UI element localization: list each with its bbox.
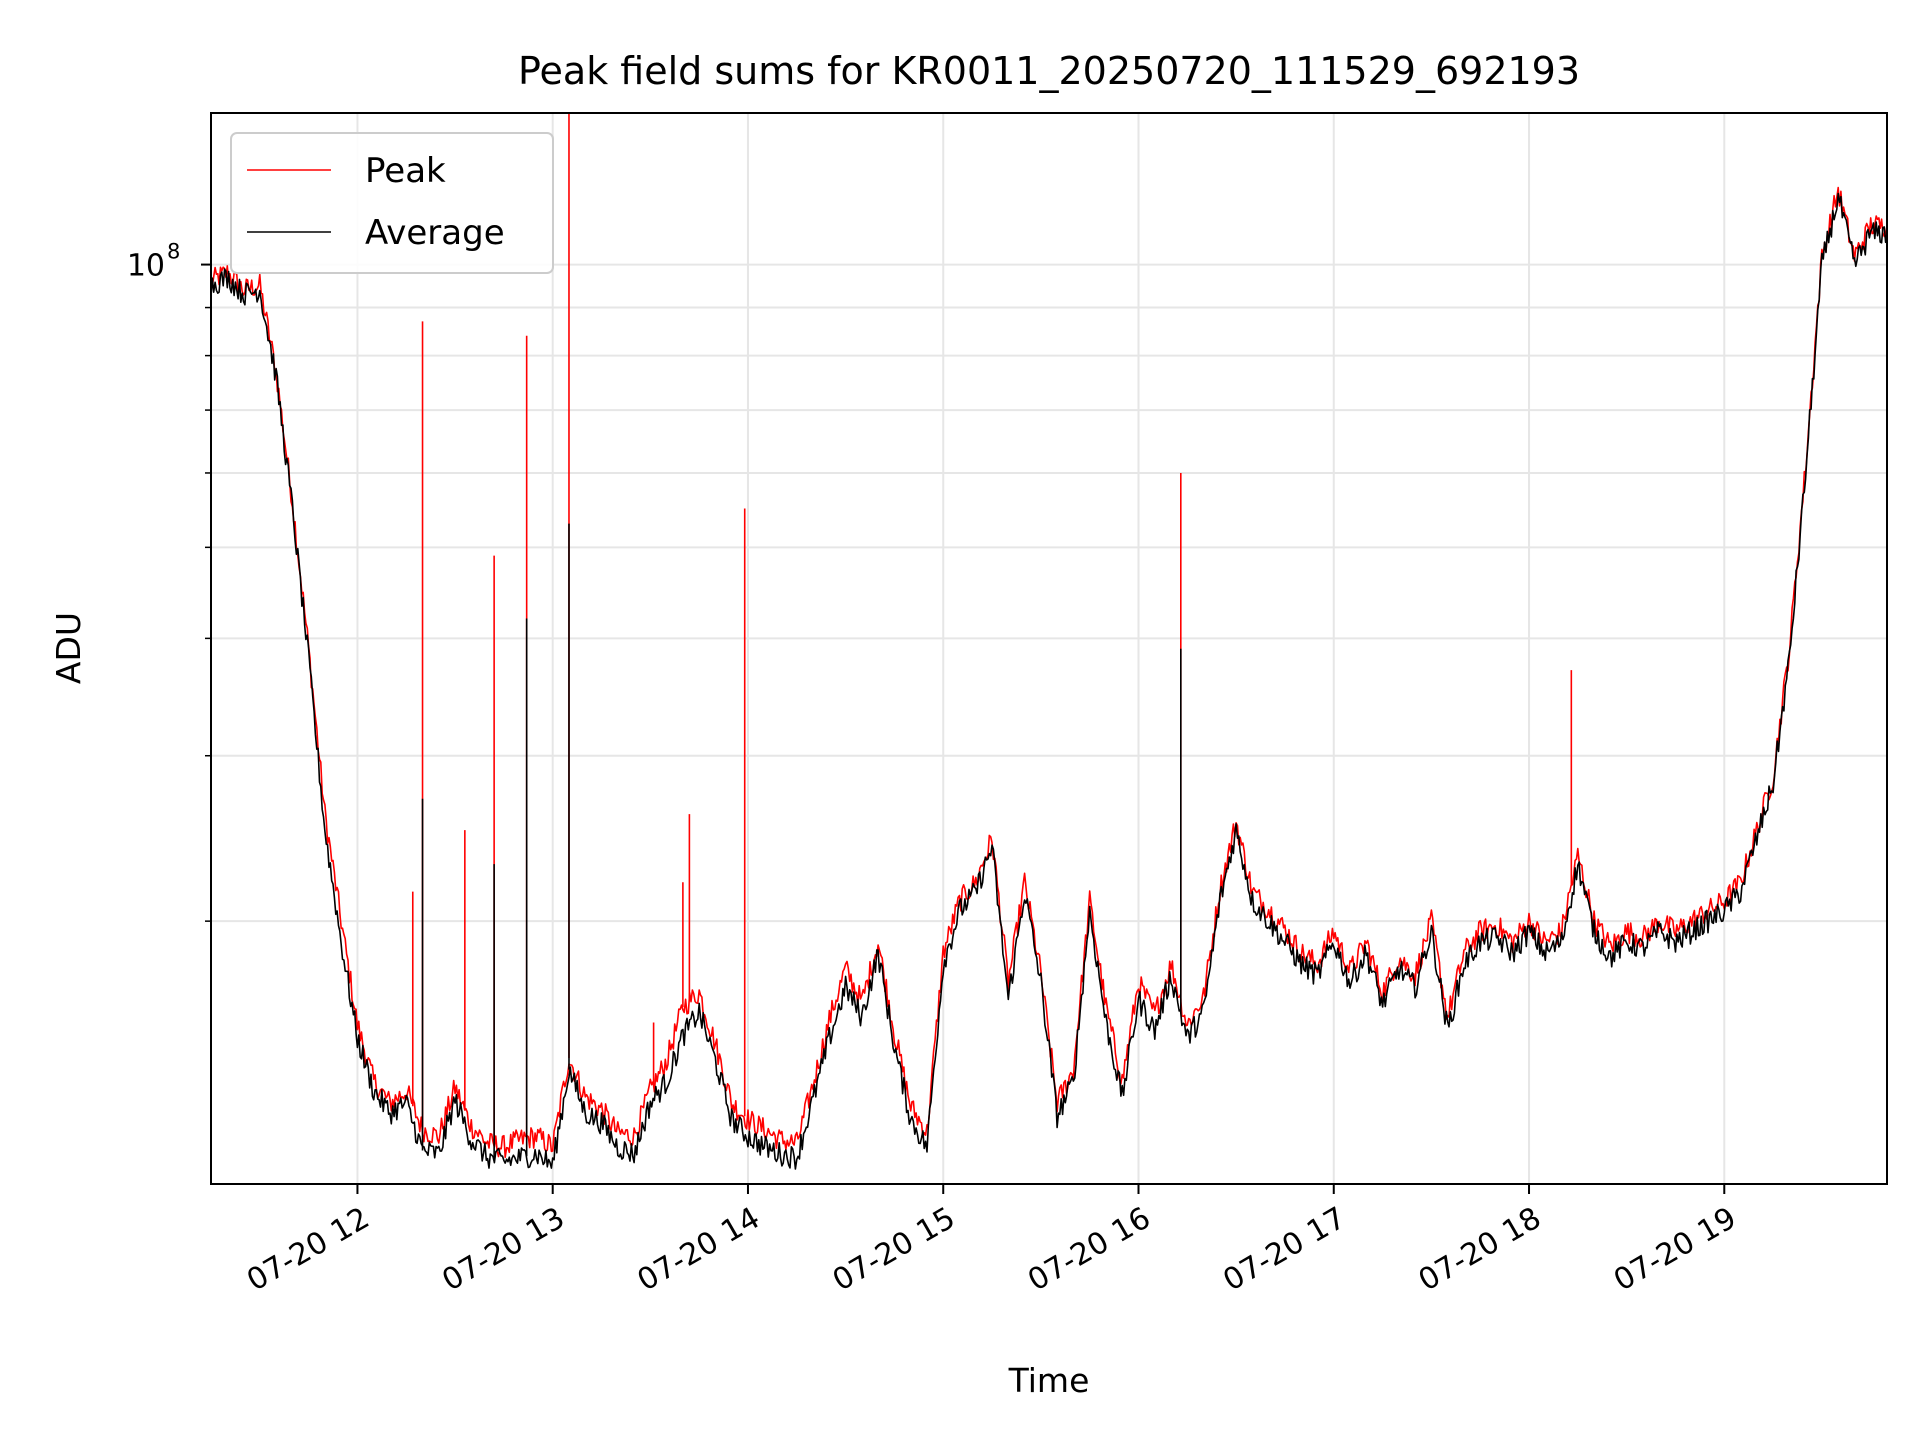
- plot-frame: [210, 112, 1888, 1185]
- legend-label-average: Average: [365, 213, 505, 253]
- series-line-peak: [211, 186, 1887, 1159]
- series-layer: [211, 113, 1887, 1170]
- y-tick-label: 10: [127, 249, 165, 284]
- plot-area: [211, 113, 1887, 1170]
- y-tick-label-exponent: 8: [167, 240, 180, 264]
- series-line-average: [211, 192, 1887, 1170]
- legend: Peak Average: [230, 132, 554, 274]
- chart-title: Peak field sums for KR0011_20250720_1115…: [518, 49, 1580, 93]
- grid: [211, 113, 1887, 1184]
- legend-label-peak: Peak: [365, 151, 446, 191]
- legend-box: [230, 132, 554, 274]
- y-axis-label: ADU: [49, 612, 88, 684]
- y-axis: 10 8: [127, 240, 211, 922]
- x-axis-label: Time: [1008, 1361, 1090, 1400]
